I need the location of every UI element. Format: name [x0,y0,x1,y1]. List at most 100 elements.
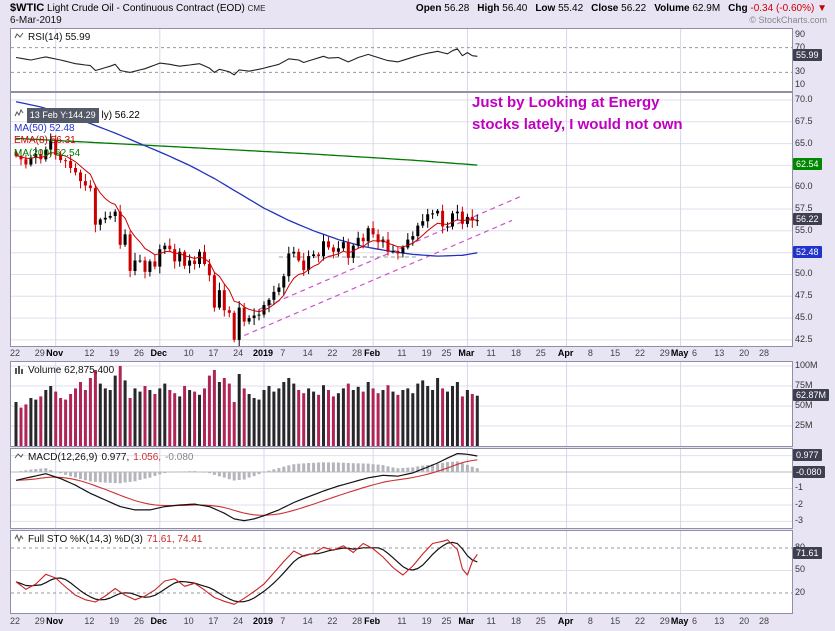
rsi-label: RSI(14) 55.99 [28,32,91,43]
x-axis-day-label: 14 [302,348,313,358]
axis-tick: 70 [795,42,806,52]
x-axis-day-label: 12 [84,616,95,626]
macd-value: 0.977, [101,452,130,463]
x-axis-day-label: 25 [441,348,452,358]
annotation-text: Just by Looking at Energy stocks lately,… [472,92,772,136]
rsi-panel-icon [14,31,24,44]
x-axis-bottom: 22 29 Nov 12 19 26 Dec 10 17 24 2019 7 14 22 28 Feb 11 19… [10,615,791,628]
axis-callout: 71.61 [793,547,822,559]
x-axis-day-label: 8 [587,348,593,358]
x-axis-day-label: 22 [634,348,646,358]
x-axis-month-label: Mar [458,616,475,626]
x-axis-month-label: Dec [150,348,168,358]
x-axis-month-label: 2019 [252,348,274,358]
chg-label: Chg [728,3,748,14]
volume-panel [10,361,793,447]
axis-tick: 20 [795,587,806,597]
x-axis-day-label: 29 [659,616,670,626]
sto-panel-label: Full STO %K(14,3) %D(3) [28,534,143,545]
x-axis-day-label: 11 [486,616,496,626]
axis-callout: -0.080 [793,466,825,478]
legend-ema8: EMA(8) 56.31 [14,135,76,146]
quote-volume: Volume 62.9M [654,3,720,14]
x-axis-day-label: 18 [510,348,522,358]
x-axis-month-label: May [670,616,689,626]
x-axis-day-label: 13 [714,616,725,626]
axis-tick: 50 [795,564,806,574]
x-axis-day-label: 12 [84,348,95,358]
x-axis-month-label: Nov [46,616,64,626]
annotation-line1: Just by Looking at Energy [472,94,660,111]
sto-label-row: Full STO %K(14,3) %D(3) 71.61, 74.41 [14,533,202,546]
axis-callout: 62.54 [793,158,822,170]
sto-values: 71.61, 74.41 [146,534,203,545]
x-axis-day-label: 29 [659,348,670,358]
chg-value: -0.34 (-0.60%) [750,3,815,14]
axis-tick: 30 [795,66,806,76]
axis-tick: 50.0 [795,268,813,278]
x-axis-day-label: 11 [397,616,407,626]
x-axis-month-label: Dec [150,616,168,626]
axis-tick: 42.5 [795,334,813,344]
macd-panel-icon [14,451,24,464]
x-axis-month-label: 2019 [252,616,274,626]
x-axis-day-label: 25 [535,348,546,358]
macd-panel-label: MACD(12,26,9) [28,452,98,463]
volume-label-row: Volume 62,875,400 [14,364,114,377]
x-axis-day-label: 22 [9,616,21,626]
x-axis-day-label: 10 [183,348,194,358]
x-axis-month-label: Feb [364,616,381,626]
stochastics-panel [10,530,793,614]
macd-panel [10,448,793,529]
axis-tick: 70.0 [795,94,813,104]
rsi-panel [10,28,793,92]
x-axis-month-label: Mar [458,348,475,358]
quote-summary: Open 56.28 High 56.40 Low 55.42 Close 56… [416,3,827,14]
x-axis-day-label: 17 [208,616,219,626]
axis-tick: 47.5 [795,290,813,300]
x-axis-day-label: 19 [109,348,120,358]
x-axis-day-label: 29 [34,616,45,626]
axis-tick: -1 [795,482,804,492]
x-axis-month-label: Feb [364,348,381,358]
chart-date: 6-Mar-2019 [10,15,62,26]
volume-value: 62.9M [692,3,721,14]
x-axis-day-label: 19 [109,616,120,626]
x-axis-day-label: 11 [397,348,407,358]
x-axis-day-label: 28 [352,616,363,626]
quote-change: Chg -0.34 (-0.60%) ▼ [728,3,827,14]
x-axis-day-label: 19 [421,616,432,626]
legend-symbol-partial: ly) 56.22 [101,110,140,121]
x-axis-month-label: May [670,348,689,358]
price-panel [10,92,793,347]
x-axis-day-label: 28 [352,348,363,358]
x-axis-month-label: Nov [46,348,64,358]
x-axis-day-label: 18 [510,616,522,626]
axis-tick: 50M [795,400,813,410]
axis-callout: 52.48 [793,246,822,258]
axis-tick: -3 [795,515,804,525]
close-value: 56.22 [621,3,647,14]
x-axis-day-label: 22 [634,616,646,626]
symbol-label: $WTIC [10,2,45,14]
low-label: Low [535,3,556,14]
x-axis-day-label: 28 [758,348,770,358]
axis-tick: 75M [795,380,813,390]
open-value: 56.28 [444,3,470,14]
x-axis-day-label: 17 [208,348,219,358]
axis-callout: 0.977 [793,449,822,461]
high-value: 56.40 [502,3,528,14]
price-legend: 13 Feb Y:144.29 ly) 56.22 MA(50) 52.48 E… [14,108,140,160]
x-axis-day-label: 22 [327,616,338,626]
x-axis-day-label: 22 [327,348,338,358]
axis-tick: -2 [795,499,804,509]
x-axis-day-label: 26 [133,348,145,358]
x-axis-day-label: 29 [34,348,45,358]
quote-close: Close 56.22 [591,3,646,14]
volume-label: Volume [654,3,690,14]
price-panel-icon [14,108,24,121]
quote-open: Open 56.28 [416,3,469,14]
x-axis-day-label: 20 [739,616,750,626]
axis-tick: 100M [795,360,818,370]
axis-tick: 55.0 [795,225,813,235]
